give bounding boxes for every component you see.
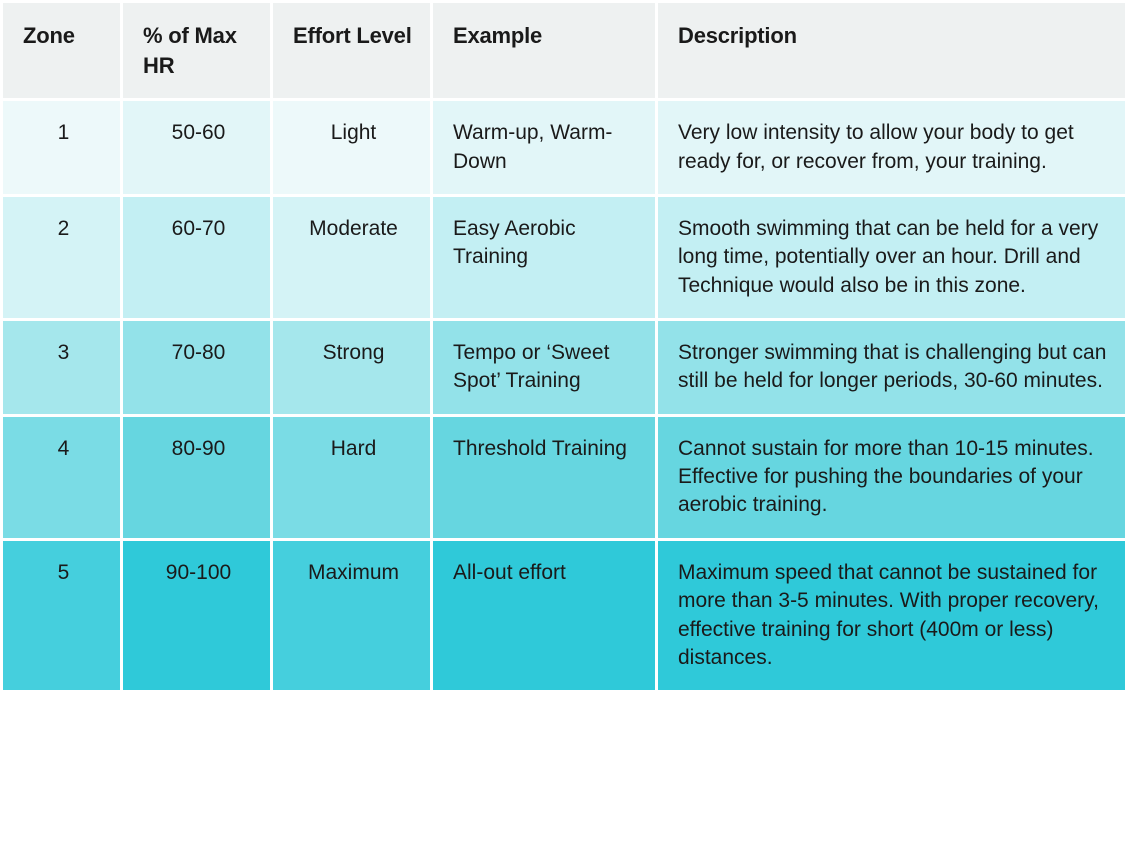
cell-effort: Maximum: [272, 539, 432, 691]
cell-effort: Light: [272, 100, 432, 196]
cell-zone: 2: [2, 196, 122, 320]
cell-zone: 1: [2, 100, 122, 196]
cell-zone: 3: [2, 320, 122, 416]
cell-example: Threshold Training: [432, 415, 657, 539]
cell-desc: Stronger swimming that is challenging bu…: [657, 320, 1125, 416]
col-zone: Zone: [2, 2, 122, 100]
cell-hr: 90-100: [122, 539, 272, 691]
table-row: 480-90HardThreshold TrainingCannot susta…: [2, 415, 1125, 539]
col-example: Example: [432, 2, 657, 100]
cell-effort: Moderate: [272, 196, 432, 320]
table-row: 260-70ModerateEasy Aerobic TrainingSmoot…: [2, 196, 1125, 320]
cell-zone: 4: [2, 415, 122, 539]
cell-hr: 60-70: [122, 196, 272, 320]
cell-example: Tempo or ‘Sweet Spot’ Training: [432, 320, 657, 416]
cell-zone: 5: [2, 539, 122, 691]
hr-zones-table: Zone % of Max HR Effort Level Example De…: [0, 0, 1125, 693]
col-effort: Effort Level: [272, 2, 432, 100]
col-max-hr: % of Max HR: [122, 2, 272, 100]
cell-desc: Maximum speed that cannot be sustained f…: [657, 539, 1125, 691]
cell-desc: Cannot sustain for more than 10-15 minut…: [657, 415, 1125, 539]
table-row: 590-100MaximumAll-out effortMaximum spee…: [2, 539, 1125, 691]
cell-effort: Hard: [272, 415, 432, 539]
cell-desc: Very low intensity to allow your body to…: [657, 100, 1125, 196]
table-header-row: Zone % of Max HR Effort Level Example De…: [2, 2, 1125, 100]
cell-example: All-out effort: [432, 539, 657, 691]
table-row: 150-60LightWarm-up, Warm-DownVery low in…: [2, 100, 1125, 196]
cell-example: Easy Aerobic Training: [432, 196, 657, 320]
table-row: 370-80StrongTempo or ‘Sweet Spot’ Traini…: [2, 320, 1125, 416]
col-description: Description: [657, 2, 1125, 100]
table-body: 150-60LightWarm-up, Warm-DownVery low in…: [2, 100, 1125, 692]
cell-effort: Strong: [272, 320, 432, 416]
cell-desc: Smooth swimming that can be held for a v…: [657, 196, 1125, 320]
cell-hr: 70-80: [122, 320, 272, 416]
cell-hr: 50-60: [122, 100, 272, 196]
cell-hr: 80-90: [122, 415, 272, 539]
cell-example: Warm-up, Warm-Down: [432, 100, 657, 196]
